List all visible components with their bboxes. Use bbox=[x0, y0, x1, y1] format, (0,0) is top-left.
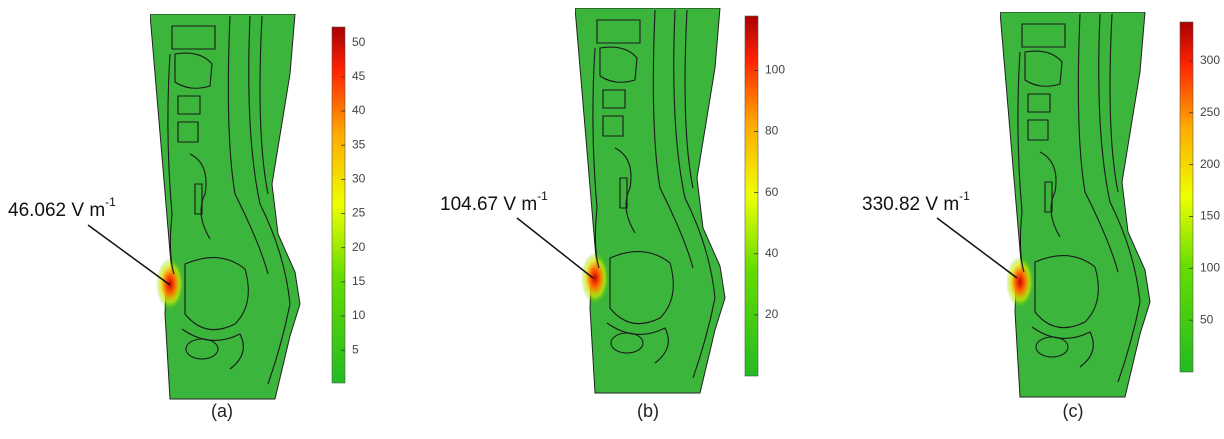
colorbar bbox=[331, 26, 346, 384]
annotation-leader bbox=[516, 217, 594, 279]
colorbar-tick-label: 35 bbox=[352, 137, 366, 151]
colorbar-tick-label: 30 bbox=[352, 172, 366, 186]
annotation-label: 330.82 V m-1 bbox=[862, 189, 970, 215]
colorbar-tick-label: 300 bbox=[1200, 53, 1220, 67]
colorbar-tick-label: 100 bbox=[1200, 260, 1220, 274]
colorbar-tick-label: 25 bbox=[352, 206, 366, 220]
colorbar-tick-label: 150 bbox=[1200, 209, 1220, 223]
annotation-label: 104.67 V m-1 bbox=[440, 189, 548, 215]
body-model bbox=[575, 8, 726, 394]
annotation-value: 330.82 V m bbox=[862, 194, 959, 215]
annotation-leader bbox=[936, 217, 1018, 279]
annotation-exponent: -1 bbox=[537, 189, 548, 203]
colorbar-tick-label: 200 bbox=[1200, 157, 1220, 171]
colorbar-tick-label: 60 bbox=[765, 185, 779, 199]
annotation-exponent: -1 bbox=[105, 195, 116, 209]
panel-caption: (a) bbox=[211, 401, 233, 421]
colorbar-tick-label: 50 bbox=[1200, 312, 1214, 326]
colorbar bbox=[1179, 21, 1194, 373]
colorbar-tick-label: 40 bbox=[352, 103, 366, 117]
colorbar bbox=[744, 15, 759, 377]
body-model bbox=[150, 14, 301, 400]
colorbar-tick-label: 20 bbox=[352, 240, 366, 254]
colorbar-tick-label: 10 bbox=[352, 308, 366, 322]
colorbar-tick-label: 45 bbox=[352, 69, 366, 83]
annotation-value: 104.67 V m bbox=[440, 194, 537, 215]
colorbar-tick-label: 50 bbox=[352, 35, 366, 49]
colorbar-tick-label: 80 bbox=[765, 124, 779, 138]
panel-caption: (c) bbox=[1063, 401, 1084, 421]
panel-caption: (b) bbox=[637, 401, 659, 421]
colorbar-tick-label: 40 bbox=[765, 246, 779, 260]
colorbar-tick-label: 250 bbox=[1200, 105, 1220, 119]
colorbar-tick-label: 20 bbox=[765, 307, 779, 321]
annotation-exponent: -1 bbox=[959, 189, 970, 203]
colorbar-tick-label: 100 bbox=[765, 63, 785, 77]
body-model bbox=[1000, 12, 1151, 398]
annotation-label: 46.062 V m-1 bbox=[8, 195, 116, 221]
annotation-value: 46.062 V m bbox=[8, 200, 105, 221]
annotation-leader bbox=[87, 224, 171, 286]
colorbar-tick-label: 15 bbox=[352, 274, 366, 288]
colorbar-tick-label: 5 bbox=[352, 342, 359, 356]
